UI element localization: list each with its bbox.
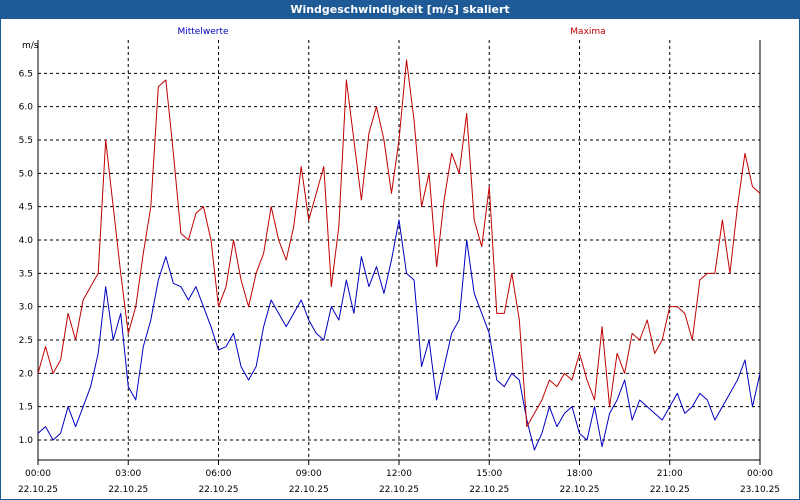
x-tick-time: 18:00 bbox=[567, 469, 593, 479]
x-tick-date: 22.10.25 bbox=[469, 485, 509, 495]
y-axis-unit: m/s bbox=[22, 41, 39, 51]
x-tick-time: 00:00 bbox=[25, 469, 51, 479]
x-tick-time: 09:00 bbox=[296, 469, 322, 479]
x-tick-time: 06:00 bbox=[206, 469, 232, 479]
x-tick-time: 00:00 bbox=[747, 469, 773, 479]
chart-title: Windgeschwindigkeit [m/s] skaliert bbox=[1, 1, 799, 19]
y-tick-label: 5.5 bbox=[19, 136, 33, 146]
x-tick-date: 22.10.25 bbox=[559, 485, 599, 495]
y-tick-label: 4.0 bbox=[19, 236, 34, 246]
x-tick-date: 22.10.25 bbox=[198, 485, 238, 495]
y-tick-label: 1.5 bbox=[19, 403, 33, 413]
y-tick-label: 1.0 bbox=[19, 436, 34, 446]
x-tick-date: 22.10.25 bbox=[379, 485, 419, 495]
y-tick-label: 2.0 bbox=[19, 369, 34, 379]
y-tick-label: 3.5 bbox=[19, 269, 33, 279]
x-tick-time: 03:00 bbox=[115, 469, 141, 479]
legend-maxima: Maxima bbox=[570, 27, 605, 37]
x-tick-date: 22.10.25 bbox=[18, 485, 58, 495]
x-tick-date: 22.10.25 bbox=[108, 485, 148, 495]
y-tick-label: 4.5 bbox=[19, 203, 33, 213]
series-line-maxima bbox=[37, 59, 761, 428]
x-tick-date: 22.10.25 bbox=[650, 485, 690, 495]
x-tick-time: 12:00 bbox=[386, 469, 412, 479]
y-tick-label: 5.0 bbox=[19, 169, 34, 179]
y-tick-label: 6.5 bbox=[19, 69, 33, 79]
series-line-mittelwerte bbox=[37, 219, 761, 451]
x-tick-time: 15:00 bbox=[476, 469, 502, 479]
x-tick-date: 22.10.25 bbox=[289, 485, 329, 495]
legend-mittelwerte: Mittelwerte bbox=[177, 27, 228, 37]
x-tick-time: 21:00 bbox=[657, 469, 683, 479]
y-tick-label: 2.5 bbox=[19, 336, 33, 346]
x-tick-date: 23.10.25 bbox=[740, 485, 780, 495]
y-tick-label: 6.0 bbox=[19, 103, 34, 113]
y-tick-label: 3.0 bbox=[19, 303, 34, 313]
